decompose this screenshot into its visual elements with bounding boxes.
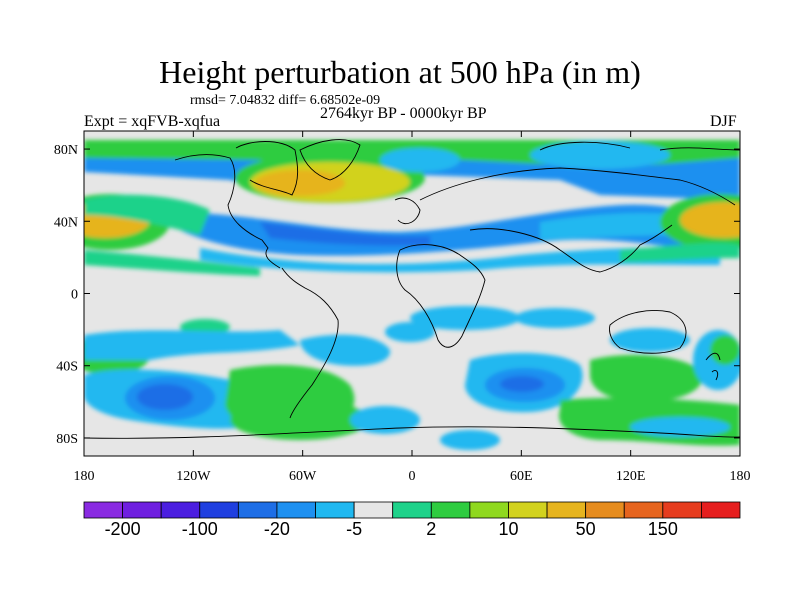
field-blob — [380, 148, 460, 172]
colorbar-swatch — [199, 501, 239, 519]
lon-tick-label: 120E — [616, 469, 646, 484]
lat-tick-label: 80S — [56, 432, 78, 447]
contour-field — [84, 131, 740, 456]
field-band — [620, 242, 740, 262]
lat-tick-label: 40S — [56, 360, 78, 375]
colorbar-swatch — [83, 501, 123, 519]
field-blob — [440, 430, 500, 450]
coastline-south-america — [281, 267, 339, 419]
field-blob — [230, 400, 370, 440]
colorbar-swatch — [160, 501, 201, 519]
lon-tick-label: 180 — [74, 469, 95, 484]
colorbar-label: 2 — [426, 519, 436, 539]
lon-tick-label: 0 — [409, 469, 416, 484]
lat-tick-label: 80N — [54, 143, 78, 158]
field-band — [260, 222, 430, 246]
map-title: Height perturbation at 500 hPa (in m) — [159, 54, 641, 90]
field-blob — [410, 306, 520, 330]
field-band — [84, 194, 210, 235]
field-blob — [350, 406, 420, 434]
field-blob — [610, 328, 690, 352]
colorbar-swatch — [701, 501, 741, 519]
field-blob — [680, 202, 740, 238]
colorbar-swatch — [122, 501, 162, 519]
coastline-north-america — [174, 154, 281, 269]
experiment-label: Expt = xqFVB-xqfua — [84, 113, 221, 130]
coastline-europe — [394, 197, 421, 224]
colorbar-label: 150 — [648, 519, 678, 539]
coastlines — [84, 139, 740, 439]
colorbar-label: -200 — [105, 519, 141, 539]
field-band — [84, 250, 260, 276]
coastline-new-zealand — [705, 352, 721, 381]
colorbar-swatch — [237, 501, 278, 519]
colorbar-swatch — [315, 501, 355, 519]
lon-tick-label: 120W — [176, 469, 211, 484]
stats-label: rmsd= 7.04832 diff= 6.68502e-09 — [190, 93, 381, 108]
season-label: DJF — [710, 113, 737, 130]
colorbar-swatch — [585, 501, 625, 519]
lon-tick-label: 180 — [730, 469, 751, 484]
coastline-north-america — [235, 141, 299, 196]
field-band — [180, 204, 700, 256]
lon-tick-label: 60W — [289, 469, 317, 484]
colorbar-label: 50 — [576, 519, 596, 539]
field-blob — [137, 384, 193, 410]
coastline-asia — [469, 224, 673, 273]
lat-tick-label: 0 — [71, 288, 78, 303]
coastline-arctic — [539, 141, 740, 151]
lat-tick-label: 40N — [54, 215, 78, 230]
latitude-axis: 80N 40N 0 40S 80S — [54, 143, 740, 447]
field-band — [200, 247, 720, 273]
field-blob — [385, 322, 435, 342]
field-band — [84, 330, 300, 360]
colorbar-swatch — [430, 501, 471, 519]
colorbar-swatch — [546, 501, 587, 519]
period-label: 2764kyr BP - 0000kyr BP — [320, 105, 487, 122]
coastline-asia — [419, 167, 736, 206]
field-blob — [530, 141, 670, 169]
field-blob — [710, 335, 740, 365]
field-band — [300, 334, 391, 366]
coastline-antarctica — [84, 426, 740, 439]
field-band — [590, 354, 703, 403]
colorbar-label: -5 — [346, 519, 362, 539]
field-blob — [500, 376, 544, 392]
colorbar-swatch — [353, 501, 394, 519]
field-blob — [515, 308, 595, 328]
field-blob — [255, 170, 345, 196]
colorbar-swatch — [276, 501, 316, 519]
colorbar-swatch — [469, 501, 509, 519]
field-band — [540, 212, 680, 240]
lon-tick-label: 60E — [510, 469, 533, 484]
coastline-australia — [609, 310, 687, 354]
colorbar-label: -100 — [182, 519, 218, 539]
colorbar-label: -20 — [264, 519, 290, 539]
colorbar: -200 -100 -20 -5 2 10 50 150 — [83, 501, 741, 539]
colorbar-swatch — [662, 501, 702, 519]
colorbar-swatch — [623, 501, 664, 519]
colorbar-swatch — [508, 501, 548, 519]
colorbar-label: 10 — [498, 519, 518, 539]
longitude-axis: 180 120W 60W 0 60E 120E 180 — [74, 131, 751, 484]
field-blob — [630, 417, 730, 437]
coastline-africa — [396, 244, 486, 348]
coastline-greenland — [299, 139, 361, 181]
colorbar-swatch — [392, 501, 432, 519]
